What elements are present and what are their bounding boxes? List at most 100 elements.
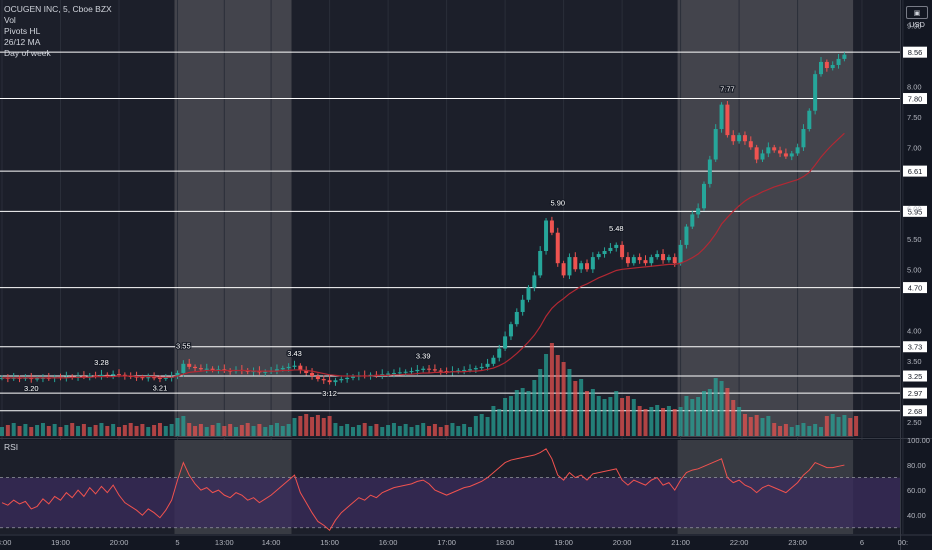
time-tick-12: 21:00	[671, 538, 690, 547]
time-tick-6: 15:00	[320, 538, 339, 547]
volume-bar-90	[526, 391, 531, 436]
candle-body-124	[725, 104, 730, 136]
candle-body-47	[274, 369, 279, 371]
currency-label: USD	[909, 20, 925, 29]
candle-body-67	[391, 372, 396, 374]
candle-body-99	[579, 263, 584, 270]
volume-bar-75	[438, 427, 443, 436]
pivot-level-label-6: 3.25	[908, 372, 923, 381]
volume-bar-8	[46, 426, 51, 436]
candle-body-17	[99, 374, 104, 377]
volume-bar-38	[222, 426, 227, 436]
volume-bar-31	[181, 416, 186, 436]
candle-body-51	[298, 365, 303, 370]
volume-bar-3	[17, 426, 22, 436]
candle-body-24	[140, 377, 145, 379]
pivot-level-badge-0	[903, 46, 927, 58]
pivot-level-badge-6	[903, 370, 927, 382]
volume-bar-2	[11, 423, 16, 436]
volume-bar-126	[737, 407, 742, 436]
candle-body-54	[315, 376, 320, 380]
candle-body-60	[351, 376, 355, 378]
time-tick-16: 00:	[898, 538, 908, 547]
pivot-label-3: 3.55	[176, 342, 191, 351]
candle-body-138	[807, 110, 812, 130]
volume-bar-42	[245, 423, 250, 436]
volume-bar-5	[29, 427, 34, 436]
volume-bar-103	[602, 399, 607, 436]
volume-bar-29	[169, 424, 174, 436]
symbol-title: OCUGEN INC, 5, Cboe BZX	[4, 4, 112, 14]
candle-body-90	[526, 287, 531, 300]
candle-body-131	[766, 147, 771, 154]
candle-body-96	[561, 263, 566, 276]
candle-body-95	[555, 232, 560, 264]
rsi-tick-3: 40.00	[907, 511, 926, 520]
volume-bar-108	[631, 399, 636, 436]
volume-bar-140	[819, 427, 823, 436]
volume-bar-4	[23, 424, 28, 436]
pivot-label-4: 3.43	[287, 349, 302, 358]
candle-body-74	[432, 369, 437, 371]
time-tick-14: 23:00	[788, 538, 807, 547]
volume-bar-122	[713, 378, 718, 436]
candle-body-70	[409, 371, 414, 373]
candle-body-55	[321, 379, 326, 381]
candle-body-136	[795, 147, 800, 154]
candle-body-133	[778, 150, 783, 154]
volume-bar-134	[783, 424, 788, 436]
candle-body-27	[157, 377, 162, 379]
pivot-level-label-4: 4.70	[908, 284, 923, 293]
candle-body-144	[842, 54, 847, 59]
candle-body-140	[819, 61, 823, 75]
volume-bar-132	[772, 423, 777, 436]
price-tick-8: 3.50	[907, 357, 922, 366]
volume-bar-46	[269, 425, 274, 436]
volume-bar-32	[187, 423, 192, 436]
volume-bar-109	[637, 406, 642, 436]
candle-body-121	[707, 159, 712, 184]
volume-bar-139	[813, 424, 818, 436]
candle-body-92	[538, 250, 543, 276]
session-shade-1	[677, 0, 854, 437]
candle-body-135	[789, 153, 794, 157]
rsi-line	[1, 448, 845, 532]
volume-bar-124	[725, 388, 730, 436]
time-tick-1: 19:00	[51, 538, 70, 547]
candle-body-52	[304, 369, 309, 373]
volume-bar-111	[649, 407, 654, 436]
volume-bar-33	[193, 426, 198, 436]
volume-bar-63	[368, 426, 373, 436]
candle-body-100	[585, 263, 589, 270]
volume-bar-115	[672, 409, 677, 436]
time-tick-5: 14:00	[262, 538, 281, 547]
candle-body-117	[684, 226, 689, 245]
volume-bar-141	[824, 416, 829, 436]
candle-body-132	[772, 147, 777, 151]
candle-body-101	[590, 257, 595, 270]
candle-body-126	[737, 135, 742, 142]
volume-bar-128	[748, 417, 753, 436]
volume-bar-21	[122, 425, 127, 436]
candle-body-56	[327, 380, 332, 383]
volume-bar-86	[503, 398, 508, 436]
candle-body-86	[503, 336, 508, 349]
volume-bar-37	[216, 423, 221, 436]
volume-bar-144	[842, 415, 847, 436]
candle-body-105	[614, 244, 619, 248]
volume-bar-107	[625, 396, 630, 436]
candle-body-16	[93, 375, 98, 377]
volume-bar-18	[105, 426, 110, 436]
price-tick-0: 9.00	[907, 21, 922, 30]
rsi-pane-label: RSI	[4, 442, 19, 452]
volume-bar-26	[152, 425, 157, 436]
volume-bar-101	[590, 389, 595, 436]
volume-bar-138	[807, 426, 812, 436]
pivot-label-5: 3.12	[322, 389, 337, 398]
candle-body-59	[345, 377, 350, 380]
currency-selector[interactable]: ▣ USD	[906, 6, 928, 29]
candle-body-75	[438, 370, 443, 372]
pivot-level-label-3: 5.95	[908, 207, 923, 216]
pivot-level-badge-5	[903, 341, 927, 353]
